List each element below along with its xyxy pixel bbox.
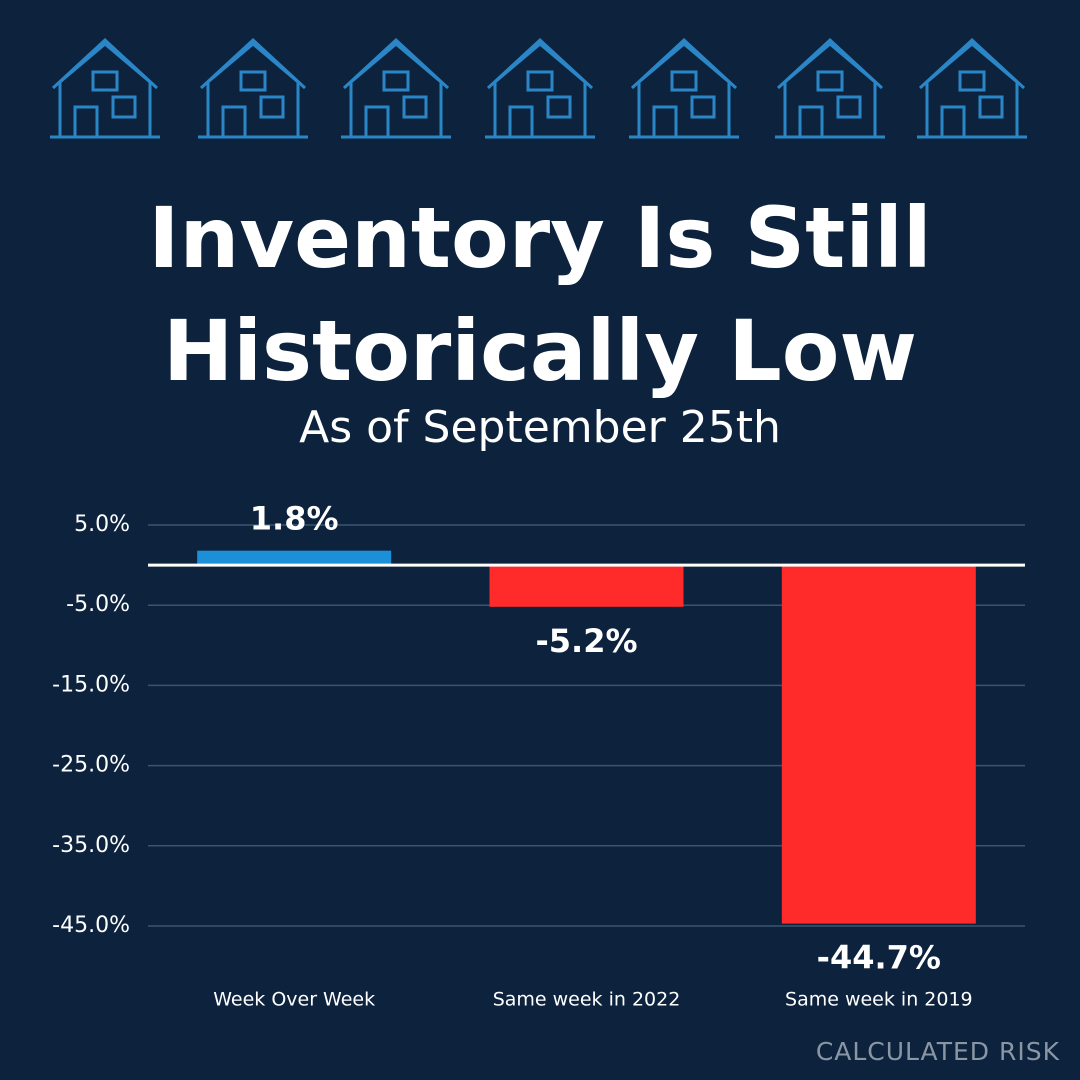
chart-title: Inventory Is Still Historically Low bbox=[148, 189, 932, 400]
x-tick-label: Same week in 2022 bbox=[493, 989, 681, 1011]
y-tick-label: 5.0% bbox=[74, 512, 130, 537]
bar bbox=[197, 550, 392, 566]
y-tick-label: -5.0% bbox=[66, 592, 130, 617]
x-tick-label: Same week in 2019 bbox=[785, 989, 973, 1011]
x-tick-label: Week Over Week bbox=[213, 989, 375, 1011]
house-icon bbox=[339, 38, 453, 139]
chart-subtitle: As of September 25th bbox=[299, 402, 781, 453]
house-icon bbox=[483, 38, 597, 139]
house-icon bbox=[196, 38, 310, 139]
house-icon bbox=[915, 38, 1029, 139]
house-icon bbox=[627, 38, 741, 139]
bar bbox=[781, 565, 976, 924]
house-icon bbox=[773, 38, 887, 139]
y-tick-label: -45.0% bbox=[52, 913, 130, 938]
bar bbox=[489, 565, 684, 607]
value-label: 1.8% bbox=[250, 500, 339, 538]
y-tick-label: -15.0% bbox=[52, 672, 130, 697]
value-label: -5.2% bbox=[535, 622, 637, 660]
y-tick-label: -25.0% bbox=[52, 753, 130, 778]
value-label: -44.7% bbox=[817, 939, 941, 977]
source: CALCULATED RISK bbox=[815, 1037, 1060, 1066]
house-icon bbox=[48, 38, 162, 139]
y-tick-label: -35.0% bbox=[52, 833, 130, 858]
